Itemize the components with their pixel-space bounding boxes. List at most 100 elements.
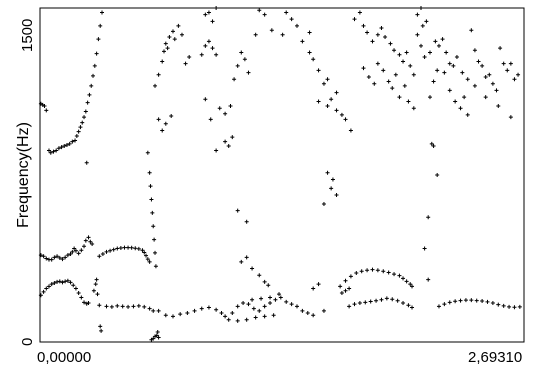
plot-area bbox=[39, 7, 525, 343]
data-point bbox=[386, 270, 391, 275]
data-points bbox=[38, 6, 522, 342]
data-point bbox=[311, 313, 316, 318]
data-point bbox=[140, 248, 145, 253]
data-point bbox=[422, 54, 427, 59]
data-point bbox=[214, 307, 219, 312]
data-point bbox=[203, 12, 208, 17]
data-point bbox=[442, 302, 447, 307]
data-point bbox=[433, 39, 438, 44]
data-point bbox=[321, 308, 326, 313]
data-point bbox=[375, 61, 380, 66]
data-point bbox=[251, 306, 256, 311]
data-point bbox=[232, 77, 237, 82]
data-point bbox=[46, 284, 51, 289]
data-point bbox=[397, 52, 402, 57]
data-point bbox=[390, 86, 395, 91]
data-point bbox=[111, 247, 116, 252]
data-point bbox=[56, 146, 61, 151]
data-point bbox=[415, 32, 420, 37]
data-point bbox=[126, 245, 131, 250]
data-point bbox=[338, 284, 343, 289]
data-point bbox=[228, 103, 233, 108]
data-point bbox=[126, 304, 131, 309]
data-point bbox=[91, 73, 96, 78]
data-point bbox=[153, 83, 158, 88]
data-point bbox=[390, 297, 395, 302]
data-point bbox=[262, 12, 267, 17]
data-point bbox=[442, 70, 447, 75]
data-point bbox=[96, 37, 101, 42]
data-point bbox=[223, 139, 228, 144]
data-point bbox=[321, 81, 326, 86]
y-tick-label-max: 1500 bbox=[19, 19, 36, 52]
data-point bbox=[148, 184, 153, 189]
data-point bbox=[199, 52, 204, 57]
data-point bbox=[92, 63, 97, 68]
data-point bbox=[339, 291, 344, 296]
data-point bbox=[97, 303, 102, 308]
data-point bbox=[379, 297, 384, 302]
data-point bbox=[447, 61, 452, 66]
data-point bbox=[419, 6, 424, 10]
data-point bbox=[463, 298, 468, 303]
data-point bbox=[71, 283, 76, 288]
data-point bbox=[343, 288, 348, 293]
data-point bbox=[78, 125, 83, 130]
data-point bbox=[480, 63, 485, 68]
data-point bbox=[206, 39, 211, 44]
data-point bbox=[427, 95, 432, 100]
data-point bbox=[393, 72, 398, 77]
data-point bbox=[329, 186, 334, 191]
data-point bbox=[411, 106, 416, 111]
data-point bbox=[458, 106, 463, 111]
data-point bbox=[334, 90, 339, 95]
data-point bbox=[347, 286, 352, 291]
data-point bbox=[203, 97, 208, 102]
data-point bbox=[269, 28, 274, 33]
data-point bbox=[435, 173, 440, 177]
data-point bbox=[149, 197, 154, 202]
data-point bbox=[156, 308, 161, 313]
data-point bbox=[490, 301, 495, 306]
data-point bbox=[210, 19, 215, 24]
data-point bbox=[167, 34, 172, 39]
data-point bbox=[244, 219, 249, 224]
data-point bbox=[334, 108, 339, 113]
data-point bbox=[501, 61, 506, 66]
data-point bbox=[94, 277, 99, 282]
data-point bbox=[365, 30, 370, 35]
data-point bbox=[59, 145, 64, 150]
data-point bbox=[244, 317, 249, 322]
data-point bbox=[453, 299, 458, 304]
data-point bbox=[307, 50, 312, 55]
data-point bbox=[278, 295, 283, 300]
data-point bbox=[217, 106, 222, 111]
data-point bbox=[160, 128, 165, 133]
data-point bbox=[239, 259, 244, 264]
data-point bbox=[311, 286, 316, 291]
data-point bbox=[136, 303, 141, 308]
data-point bbox=[268, 301, 273, 306]
data-point bbox=[150, 210, 155, 215]
data-point bbox=[48, 150, 53, 155]
data-point bbox=[316, 99, 321, 104]
data-point bbox=[250, 297, 255, 302]
data-point bbox=[151, 308, 156, 313]
data-point bbox=[392, 48, 397, 53]
data-point bbox=[419, 43, 424, 48]
data-point bbox=[163, 41, 168, 46]
data-point bbox=[300, 39, 305, 44]
data-point bbox=[144, 253, 149, 258]
data-point bbox=[408, 63, 413, 68]
data-point bbox=[411, 72, 416, 77]
data-point bbox=[401, 301, 406, 306]
data-point bbox=[460, 70, 465, 75]
data-point bbox=[91, 288, 96, 293]
data-point bbox=[370, 267, 375, 272]
data-point bbox=[84, 160, 89, 165]
data-point bbox=[118, 246, 123, 251]
data-point bbox=[426, 277, 431, 282]
data-point bbox=[115, 303, 120, 308]
data-point bbox=[163, 313, 168, 318]
data-point bbox=[176, 23, 181, 28]
